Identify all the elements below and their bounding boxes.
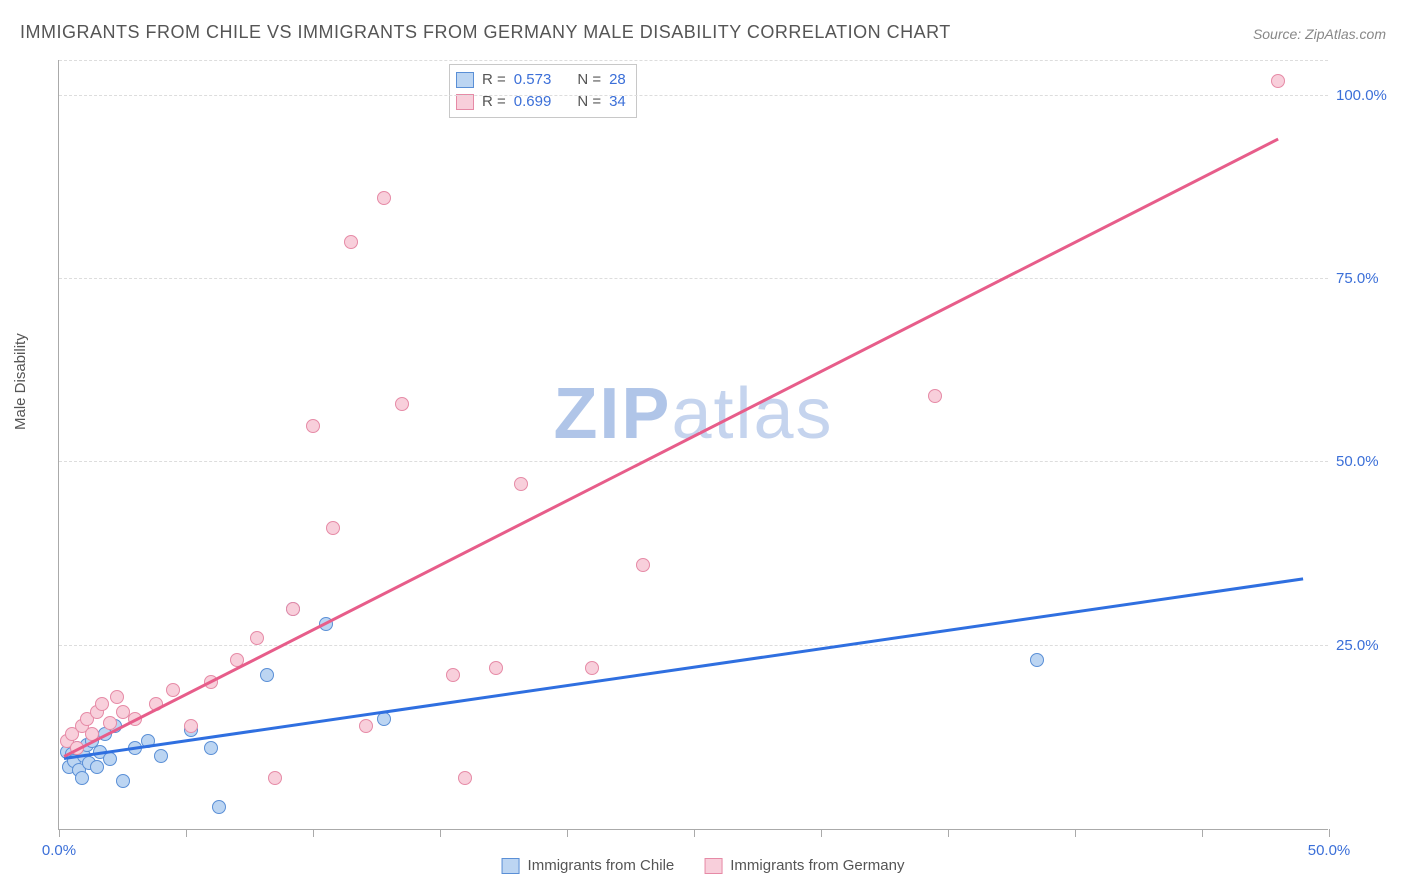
x-tick (694, 829, 695, 837)
legend-label-chile: Immigrants from Chile (528, 857, 675, 874)
scatter-marker (395, 397, 409, 411)
gridline-horizontal (59, 461, 1328, 462)
source-attribution: Source: ZipAtlas.com (1253, 26, 1386, 42)
gridline-horizontal (59, 278, 1328, 279)
scatter-marker (359, 719, 373, 733)
scatter-marker (90, 760, 104, 774)
scatter-marker (154, 749, 168, 763)
scatter-marker (377, 712, 391, 726)
scatter-marker (458, 771, 472, 785)
legend-swatch-germany (704, 858, 722, 874)
x-tick (821, 829, 822, 837)
scatter-marker (268, 771, 282, 785)
stats-n-value: 28 (609, 69, 626, 91)
scatter-marker (110, 690, 124, 704)
scatter-marker (344, 235, 358, 249)
stats-swatch (456, 94, 474, 110)
gridline-horizontal (59, 645, 1328, 646)
stats-swatch (456, 72, 474, 88)
scatter-marker (446, 668, 460, 682)
legend-item-germany: Immigrants from Germany (704, 857, 904, 874)
scatter-plot-area: ZIPatlas R = 0.573N = 28R = 0.699N = 34 … (58, 60, 1328, 830)
stats-legend-row: R = 0.573 N = 28 (456, 69, 626, 91)
x-tick (59, 829, 60, 837)
scatter-marker (166, 683, 180, 697)
scatter-marker (204, 741, 218, 755)
scatter-marker (636, 558, 650, 572)
stats-r-value: 0.573 (514, 69, 552, 91)
legend-swatch-chile (502, 858, 520, 874)
correlation-stats-legend: R = 0.573N = 28R = 0.699N = 34 (449, 64, 637, 118)
scatter-marker (184, 719, 198, 733)
scatter-marker (212, 800, 226, 814)
trend-line (64, 137, 1279, 757)
scatter-marker (489, 661, 503, 675)
scatter-marker (514, 477, 528, 491)
x-tick (1075, 829, 1076, 837)
x-tick-label: 0.0% (42, 842, 76, 859)
gridline-horizontal (59, 95, 1328, 96)
x-tick (567, 829, 568, 837)
scatter-marker (306, 419, 320, 433)
scatter-marker (326, 521, 340, 535)
y-axis-label: Male Disability (12, 333, 29, 430)
x-tick (440, 829, 441, 837)
x-tick (313, 829, 314, 837)
x-tick-label: 50.0% (1308, 842, 1351, 859)
scatter-marker (103, 752, 117, 766)
scatter-marker (1271, 74, 1285, 88)
y-tick-label: 100.0% (1336, 87, 1386, 104)
gridline-horizontal (59, 60, 1328, 61)
stats-r-label: R = (482, 69, 506, 91)
x-tick (948, 829, 949, 837)
scatter-marker (250, 631, 264, 645)
scatter-marker (95, 697, 109, 711)
scatter-marker (1030, 653, 1044, 667)
y-tick-label: 75.0% (1336, 270, 1386, 287)
legend-item-chile: Immigrants from Chile (502, 857, 675, 874)
x-tick (1329, 829, 1330, 837)
series-legend: Immigrants from Chile Immigrants from Ge… (502, 857, 905, 874)
scatter-marker (116, 774, 130, 788)
scatter-marker (585, 661, 599, 675)
chart-title: IMMIGRANTS FROM CHILE VS IMMIGRANTS FROM… (20, 22, 951, 43)
scatter-marker (286, 602, 300, 616)
stats-n-label: N = (577, 69, 601, 91)
scatter-marker (260, 668, 274, 682)
x-tick (186, 829, 187, 837)
scatter-marker (75, 771, 89, 785)
scatter-marker (928, 389, 942, 403)
scatter-marker (377, 191, 391, 205)
trend-line (64, 577, 1304, 759)
legend-label-germany: Immigrants from Germany (730, 857, 904, 874)
y-tick-label: 50.0% (1336, 453, 1386, 470)
x-tick (1202, 829, 1203, 837)
y-tick-label: 25.0% (1336, 637, 1386, 654)
